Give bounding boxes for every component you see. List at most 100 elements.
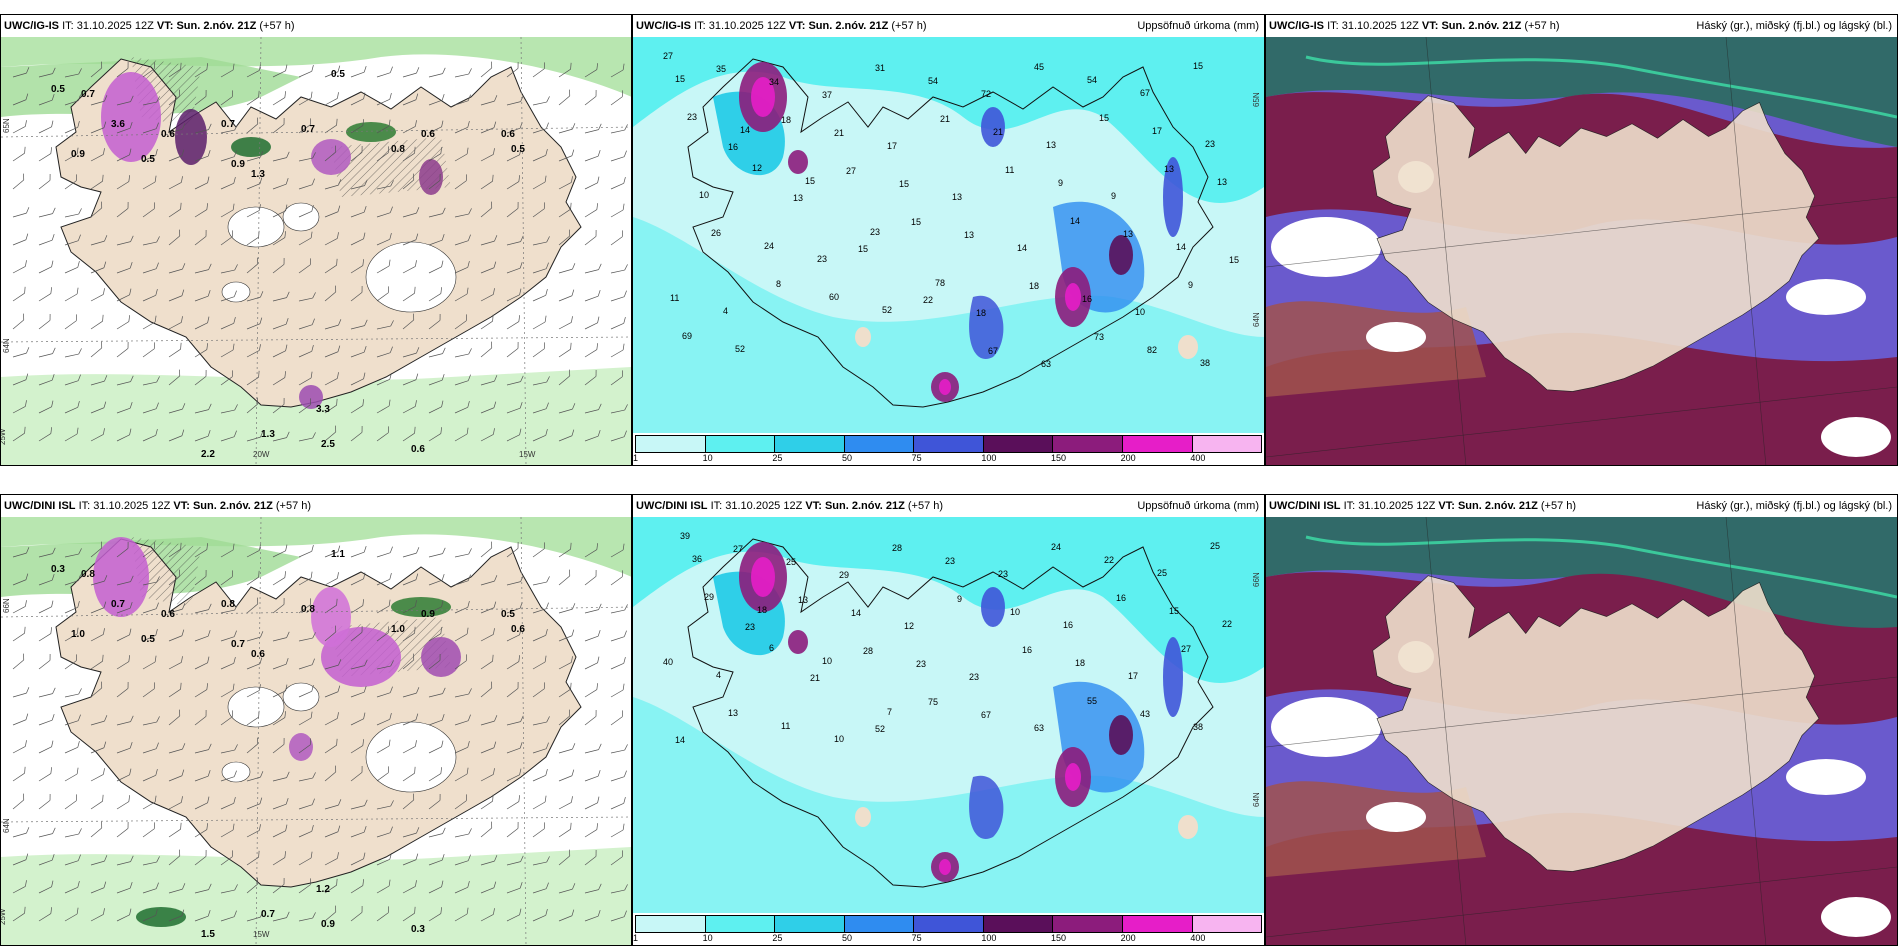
accum-value-label: 18 xyxy=(1075,658,1085,668)
precip-maximum xyxy=(939,859,951,875)
wind-barb xyxy=(350,285,363,302)
wind-barb xyxy=(480,541,493,558)
wind-barb xyxy=(194,203,208,218)
wind-barb xyxy=(454,548,472,558)
wind-barb xyxy=(12,347,30,358)
colorbar-swatch xyxy=(1122,916,1193,932)
wind-barb xyxy=(506,882,523,894)
wind-barb xyxy=(168,909,185,922)
wind-barb xyxy=(220,177,236,190)
wind-barb xyxy=(376,373,392,386)
wind-barb xyxy=(298,571,313,586)
run-it-value: 31.10.2025 12Z xyxy=(725,500,803,512)
wind-barb xyxy=(324,878,338,894)
wind-barb xyxy=(454,348,472,358)
wind-barb xyxy=(480,401,497,414)
wind-barb xyxy=(64,907,79,922)
accum-value-label: 4 xyxy=(716,670,721,680)
precip-cell xyxy=(101,72,161,162)
wind-barb xyxy=(298,738,311,754)
wind-barb xyxy=(584,229,597,246)
wind-barb xyxy=(350,119,364,134)
wind-barb xyxy=(454,767,469,782)
wind-barb xyxy=(298,878,311,894)
glacier xyxy=(282,202,320,232)
wind-barb xyxy=(558,709,571,726)
run-info: UWC/IG-IS IT: 31.10.2025 12Z VT: Sun. 2.… xyxy=(636,15,927,37)
wind-barb xyxy=(142,96,160,106)
wind-barb xyxy=(168,229,181,246)
wind-barb xyxy=(428,907,442,922)
wind-barb xyxy=(402,233,419,246)
run-vt-value: Sun. 2.nóv. 21Z xyxy=(808,20,889,32)
panel-top-left-precip-rate: UWC/IG-IS IT: 31.10.2025 12Z VT: Sun. 2.… xyxy=(0,14,632,466)
wind-barb xyxy=(558,89,571,106)
wind-barb xyxy=(220,317,236,330)
accum-value-label: 16 xyxy=(728,142,738,152)
wind-barb xyxy=(142,122,159,134)
wind-barb xyxy=(584,709,597,726)
wind-barb xyxy=(194,316,210,330)
accum-value-label: 43 xyxy=(1140,709,1150,719)
wind-barb xyxy=(38,260,54,274)
wind-barb xyxy=(454,121,470,134)
wind-barb xyxy=(376,426,389,442)
accum-value-label: 25 xyxy=(786,557,796,567)
precip-rate-label: 0.8 xyxy=(301,604,315,615)
wind-barb xyxy=(480,681,493,698)
wind-barb xyxy=(454,208,472,218)
wind-barb xyxy=(376,320,394,330)
wind-barb xyxy=(376,573,392,586)
wind-barb xyxy=(558,202,572,218)
wind-barb xyxy=(506,628,522,642)
wind-barb xyxy=(194,403,212,414)
wind-barb xyxy=(454,314,467,330)
panel-bottom-right-cloud-cover: UWC/DINI ISL IT: 31.10.2025 12Z VT: Sun.… xyxy=(1265,494,1898,946)
wind-barb xyxy=(142,376,160,386)
accum-value-label: 60 xyxy=(829,292,839,302)
wind-barb xyxy=(350,206,367,218)
wind-barb xyxy=(168,769,185,782)
wind-barb xyxy=(480,628,495,642)
wind-barb xyxy=(350,599,364,614)
precip-maximum xyxy=(1065,283,1081,311)
wind-barb xyxy=(402,573,419,586)
axis-label: 65N xyxy=(1252,92,1261,107)
wind-barb xyxy=(168,263,186,274)
wind-barb xyxy=(12,313,25,330)
accum-value-label: 23 xyxy=(870,227,880,237)
wind-barb xyxy=(428,714,445,726)
wind-barb xyxy=(168,369,181,386)
wind-barb xyxy=(272,344,288,358)
wind-barb xyxy=(584,150,601,162)
wind-barb xyxy=(610,404,628,414)
wind-barb xyxy=(12,626,26,642)
wind-barb xyxy=(116,288,132,302)
wind-barb xyxy=(38,574,55,586)
wind-barb xyxy=(90,575,108,586)
colorbar-swatch xyxy=(705,436,776,452)
wind-barb xyxy=(90,715,108,726)
wind-barb xyxy=(90,768,105,782)
precip-rate-label: 0.5 xyxy=(141,154,155,165)
wind-barb xyxy=(12,93,29,106)
wind-barb xyxy=(220,604,238,614)
wind-barb xyxy=(376,660,394,670)
wind-barb xyxy=(246,397,259,414)
wind-barb xyxy=(532,602,549,614)
wind-barb xyxy=(480,174,494,190)
wind-barb xyxy=(298,118,311,134)
wind-barb xyxy=(246,631,264,642)
wind-barb xyxy=(116,882,133,894)
accum-value-label: 14 xyxy=(740,125,750,135)
run-lead: (+57 h) xyxy=(891,20,927,32)
wind-barb xyxy=(90,541,103,558)
wind-barb xyxy=(220,630,237,642)
wind-barb xyxy=(610,430,627,442)
precip-maximum xyxy=(981,587,1005,627)
precip-cell xyxy=(175,109,207,165)
wind-barb xyxy=(376,346,393,358)
wind-barb xyxy=(246,344,261,358)
wind-barb xyxy=(38,854,55,866)
wind-barb xyxy=(64,261,80,274)
